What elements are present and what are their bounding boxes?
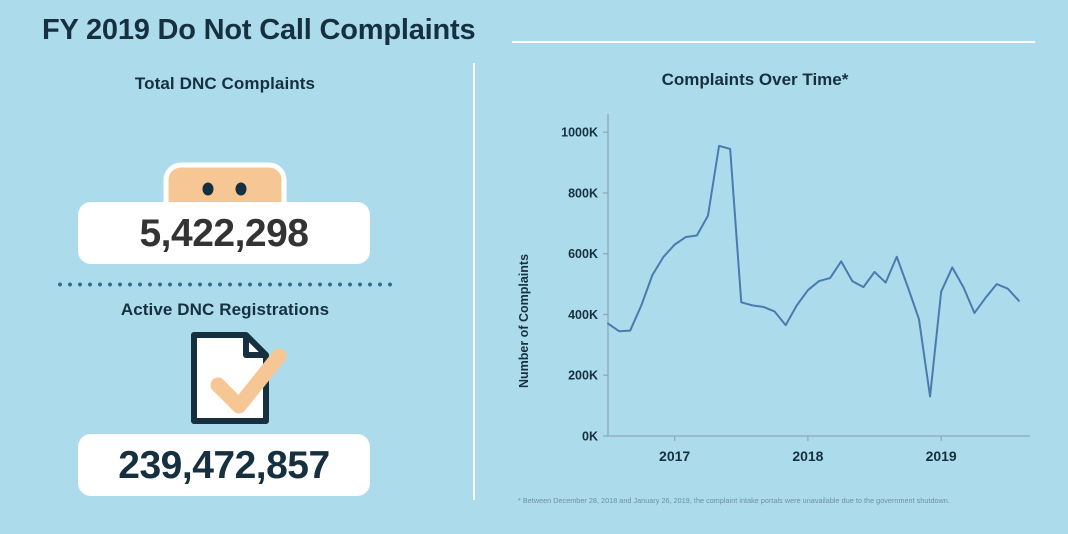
complaints-over-time-line-chart: Number of Complaints 0K 200K 400K 600K 800K 1… (517, 114, 1030, 464)
document-checkmark-icon (186, 330, 290, 426)
total-complaints-value: 5,422,298 (139, 211, 309, 255)
x-axis-tick-label: 2018 (792, 448, 823, 464)
y-axis-title: Number of Complaints (517, 254, 531, 388)
y-axis-ticks: 0K 200K 400K 600K 800K 1000K (561, 126, 608, 444)
page-title: FY 2019 Do Not Call Complaints (42, 14, 476, 46)
y-axis-tick-label: 600K (568, 247, 598, 261)
total-complaints-value-pill: 5,422,298 (78, 202, 370, 264)
total-complaints-label: Total DNC Complaints (134, 74, 316, 93)
active-registrations-label: Active DNC Registrations (120, 300, 330, 319)
complaints-series-line (607, 144, 1020, 398)
title-divider-rule (512, 41, 1035, 43)
chart-title: Complaints Over Time* (661, 70, 849, 89)
y-axis-tick-label: 0K (582, 430, 598, 444)
chart-footnote: * Between December 28, 2018 and January … (518, 496, 950, 505)
x-axis-tick-label: 2019 (926, 448, 957, 464)
y-axis-tick-label: 800K (568, 186, 598, 200)
dotted-divider (55, 282, 395, 287)
header: FY 2019 Do Not Call Complaints (0, 0, 1068, 62)
panel-vertical-divider (473, 63, 475, 500)
x-axis-tick-label: 2017 (659, 448, 690, 464)
active-registrations-value-pill: 239,472,857 (78, 434, 370, 496)
y-axis-tick-label: 200K (568, 369, 598, 383)
y-axis-tick-label: 1000K (561, 126, 598, 140)
y-axis-tick-label: 400K (568, 308, 598, 322)
active-registrations-value: 239,472,857 (118, 443, 330, 487)
chart-panel: Complaints Over Time* Number of Complain… (490, 62, 1068, 534)
x-axis-ticks: 2017 2018 2019 (659, 436, 957, 464)
stats-column: Total DNC Complaints 5,422,298 Active DN… (0, 62, 450, 534)
